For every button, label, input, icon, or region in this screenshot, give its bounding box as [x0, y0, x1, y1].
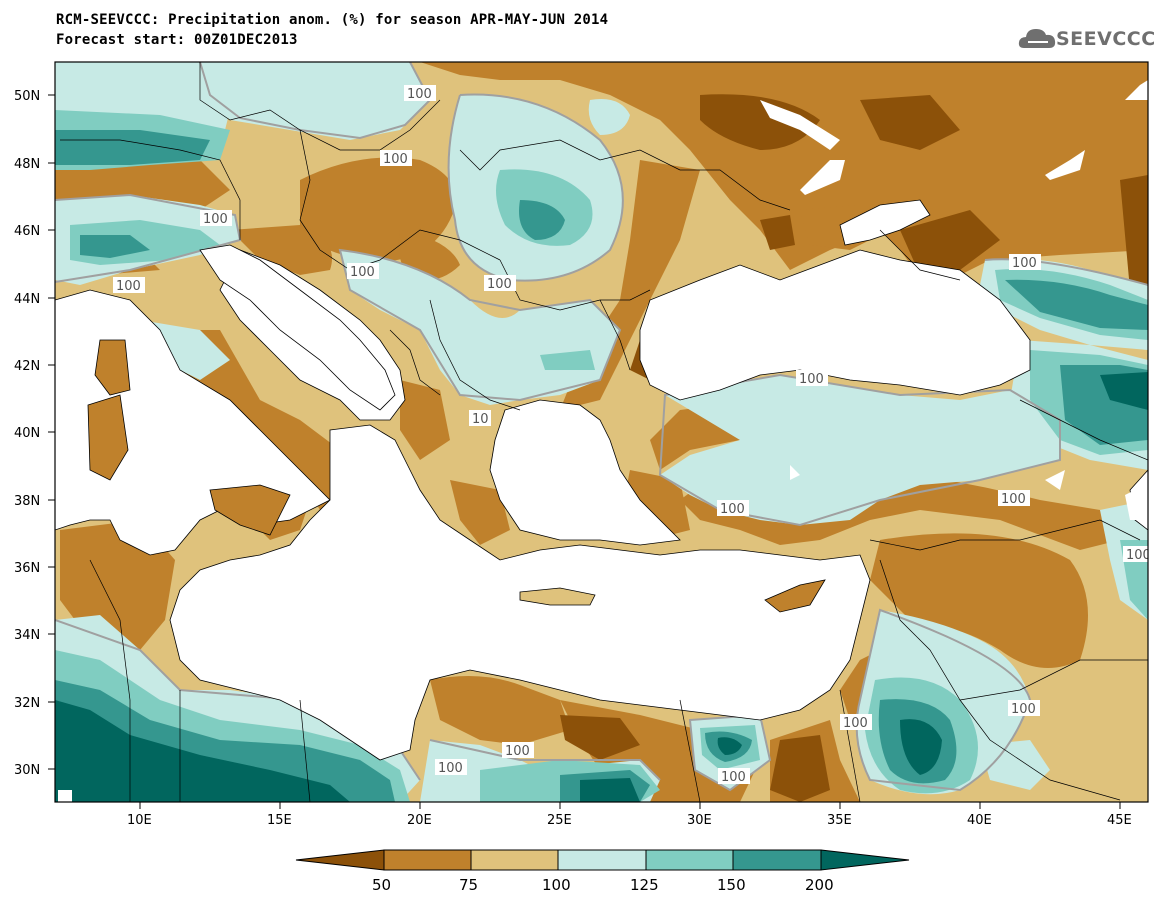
lon-label: 45E — [1107, 813, 1132, 828]
lon-label: 35E — [827, 813, 852, 828]
colorbar — [295, 849, 910, 871]
colorbar-label: 100 — [542, 876, 571, 894]
contour-lines — [55, 62, 1148, 792]
lat-label: 40N — [14, 426, 40, 441]
colorbar-label: 200 — [805, 876, 834, 894]
colorbar-125-150 — [645, 849, 734, 871]
colorbar-75-100 — [470, 849, 559, 871]
svg-text:100: 100 — [487, 277, 512, 292]
contour-label: 100 — [998, 490, 1030, 507]
lat-label: 44N — [14, 292, 40, 307]
contour-label: 100 — [200, 210, 232, 227]
svg-text:100: 100 — [1011, 702, 1036, 717]
contour-label: 100 — [113, 277, 145, 294]
svg-text:100: 100 — [721, 770, 746, 785]
svg-text:10: 10 — [472, 412, 489, 427]
svg-text:100: 100 — [438, 761, 463, 776]
lon-label: 25E — [547, 813, 572, 828]
crete-island — [519, 587, 596, 606]
svg-text:100: 100 — [1012, 256, 1037, 271]
contour-label: 10 — [469, 410, 491, 427]
colorbar-100-125 — [557, 849, 647, 871]
svg-text:100: 100 — [843, 716, 868, 731]
svg-text:100: 100 — [1001, 492, 1026, 507]
contour-label: 100 — [502, 742, 534, 759]
svg-text:100: 100 — [720, 502, 745, 517]
colorbar-label: 125 — [630, 876, 659, 894]
colorbar-lt50 — [295, 849, 385, 871]
lat-label: 42N — [14, 359, 40, 374]
svg-text:100: 100 — [1126, 548, 1151, 563]
field-lt-50 — [560, 94, 1148, 802]
black-sea — [639, 249, 1031, 401]
contour-label: 100 — [796, 370, 828, 387]
colorbar-150-200 — [732, 849, 822, 871]
corsica-island — [94, 339, 131, 396]
colorbar-50-75 — [383, 849, 472, 871]
forecast-start-label: Forecast start: 00Z01DEC2013 — [56, 32, 298, 48]
cloud-logo-icon — [1018, 29, 1056, 48]
lat-label: 32N — [14, 696, 40, 711]
svg-text:100: 100 — [505, 744, 530, 759]
cyprus-island — [764, 579, 826, 613]
lat-label: 48N — [14, 157, 40, 172]
contour-label: 100 — [1008, 700, 1040, 717]
contour-label: 100 — [1123, 546, 1151, 563]
colorbar-label: 75 — [459, 876, 478, 894]
contour-label: 100 — [484, 275, 516, 292]
colorbar-gt200 — [820, 849, 910, 871]
seevccc-logo: SEEVCCC — [1018, 22, 1158, 56]
svg-text:100: 100 — [203, 212, 228, 227]
map-field: 100 100 100 100 100 100 100 100 10 100 1… — [55, 62, 1151, 802]
sicily-island — [209, 484, 291, 536]
lon-label: 20E — [407, 813, 432, 828]
islands — [87, 339, 826, 613]
contour-label: 100 — [404, 85, 436, 102]
contour-label: 100 — [435, 759, 467, 776]
longitude-axis: 10E 15E 20E 25E 30E 35E 40E 45E — [127, 802, 1132, 828]
contour-label: 100 — [718, 768, 750, 785]
lon-label: 15E — [267, 813, 292, 828]
contour-label: 100 — [840, 714, 872, 731]
contour-label: 100 — [347, 263, 379, 280]
lat-label: 36N — [14, 561, 40, 576]
lon-label: 40E — [967, 813, 992, 828]
map-title: RCM-SEEVCCC: Precipitation anom. (%) for… — [56, 12, 609, 28]
lat-label: 30N — [14, 763, 40, 778]
colorbar-label: 150 — [717, 876, 746, 894]
svg-text:100: 100 — [350, 265, 375, 280]
contour-labels: 100 100 100 100 100 100 100 100 10 100 1… — [113, 85, 1151, 785]
lat-label: 38N — [14, 494, 40, 509]
colorbar-label: 50 — [372, 876, 391, 894]
svg-text:100: 100 — [799, 372, 824, 387]
lat-label: 46N — [14, 224, 40, 239]
svg-text:100: 100 — [407, 87, 432, 102]
svg-text:100: 100 — [116, 279, 141, 294]
contour-label: 100 — [1009, 254, 1041, 271]
sea-areas — [55, 199, 1148, 761]
no-data-specks — [58, 80, 1148, 802]
colorbar-labels: 50 75 100 125 150 200 — [372, 876, 834, 894]
contour-label: 100 — [717, 500, 749, 517]
sardinia-island — [87, 394, 129, 481]
adriatic-coast — [199, 244, 396, 411]
logo-text: SEEVCCC — [1056, 28, 1156, 50]
sea-of-azov — [839, 199, 931, 246]
field-gt-200 — [55, 372, 1148, 802]
lon-label: 30E — [687, 813, 712, 828]
country-borders — [60, 62, 1148, 802]
lat-label: 50N — [14, 89, 40, 104]
svg-text:100: 100 — [383, 152, 408, 167]
latitude-axis: 50N 48N 46N 44N 42N 40N 38N 36N 34N 32N … — [14, 89, 55, 778]
lat-label: 34N — [14, 628, 40, 643]
contour-label: 100 — [380, 150, 412, 167]
lon-label: 10E — [127, 813, 152, 828]
